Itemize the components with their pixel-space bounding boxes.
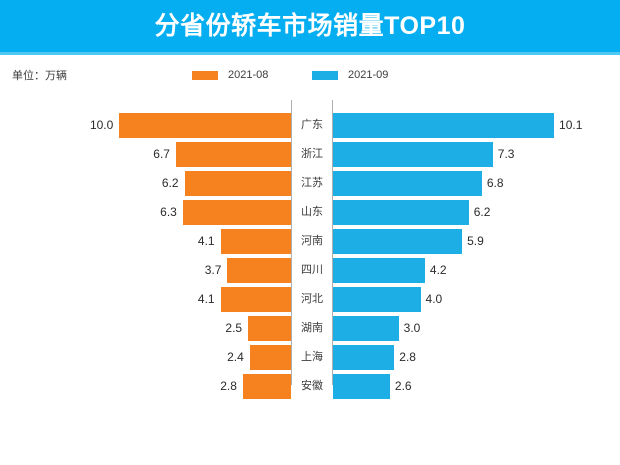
bar-track-right: 5.9 — [333, 229, 620, 254]
bar-track-right: 6.8 — [333, 171, 620, 196]
bar-value-label-2021-09: 10.1 — [559, 118, 583, 132]
bar-2021-09[interactable] — [333, 113, 555, 138]
bar-2021-09[interactable] — [333, 171, 482, 196]
bar-value-label-2021-09: 2.8 — [399, 350, 416, 364]
axis-line-left — [291, 100, 292, 385]
bar-2021-08[interactable] — [242, 374, 291, 399]
category-label: 浙江 — [301, 148, 323, 160]
bar-value-label-2021-08: 10.0 — [89, 118, 114, 132]
bar-2021-09[interactable] — [333, 229, 463, 254]
unit-label: 单位：万辆 — [12, 70, 67, 82]
bar-value-label-2021-08: 4.1 — [197, 292, 215, 306]
chart-row: 10.0 广东 10.1 — [0, 113, 620, 138]
bar-2021-09[interactable] — [333, 345, 395, 370]
legend-item-2021-08[interactable]: 2021-08 — [192, 66, 268, 84]
bar-track-right: 10.1 — [333, 113, 620, 138]
bar-2021-08[interactable] — [248, 316, 291, 341]
bar-track-right: 2.8 — [333, 345, 620, 370]
chart-legend: 2021-08 2021-09 — [180, 66, 480, 86]
bar-2021-08[interactable] — [220, 287, 291, 312]
chart-plot-area: 10.0 广东 10.1 6.7 浙江 7.3 6.2 江苏 6.8 6.3 山东 6.2 4.1 河南 5… — [0, 97, 620, 399]
bar-track-left: 6.2 — [0, 171, 291, 196]
category-label: 上海 — [301, 351, 323, 363]
legend-item-2021-09[interactable]: 2021-09 — [312, 66, 388, 84]
bar-2021-09[interactable] — [333, 287, 421, 312]
bar-track-left: 4.1 — [0, 287, 291, 312]
bar-track-right: 4.2 — [333, 258, 620, 283]
chart-subheader: 单位：万辆 2021-08 2021-09 — [0, 55, 620, 97]
chart-row: 6.2 江苏 6.8 — [0, 171, 620, 196]
legend-swatch-orange — [192, 70, 218, 80]
bar-track-right: 3.0 — [333, 316, 620, 341]
category-label: 广东 — [301, 119, 323, 131]
bar-2021-09[interactable] — [333, 374, 390, 399]
bar-2021-08[interactable] — [220, 229, 291, 254]
category-label: 山东 — [301, 206, 323, 218]
bar-value-label-2021-09: 5.9 — [467, 234, 484, 248]
bar-value-label-2021-09: 7.3 — [497, 147, 515, 161]
chart-row: 4.1 河北 4.0 — [0, 287, 620, 312]
legend-swatch-blue — [312, 70, 338, 80]
chart-row: 2.8 安徽 2.6 — [0, 374, 620, 399]
bar-value-label-2021-08: 6.7 — [153, 147, 170, 161]
bar-value-label-2021-08: 6.3 — [160, 205, 177, 219]
bar-2021-08[interactable] — [175, 142, 291, 167]
legend-label-2021-09: 2021-09 — [348, 69, 389, 81]
bar-track-left: 10.0 — [0, 113, 291, 138]
category-label: 江苏 — [301, 177, 323, 189]
bar-value-label-2021-09: 4.0 — [425, 292, 443, 306]
bar-2021-08[interactable] — [227, 258, 291, 283]
bar-value-label-2021-09: 3.0 — [403, 321, 421, 335]
bar-track-left: 3.7 — [0, 258, 291, 283]
category-label: 湖南 — [301, 322, 323, 334]
bar-value-label-2021-08: 3.7 — [204, 263, 222, 277]
bar-track-left: 6.7 — [0, 142, 291, 167]
bar-2021-08[interactable] — [182, 200, 291, 225]
bar-2021-09[interactable] — [333, 316, 399, 341]
bar-2021-09[interactable] — [333, 142, 493, 167]
bar-value-label-2021-09: 6.8 — [486, 176, 504, 190]
bar-2021-09[interactable] — [333, 258, 425, 283]
chart-row: 2.4 上海 2.8 — [0, 345, 620, 370]
header-banner — [0, 0, 620, 52]
axis-line-right — [332, 100, 333, 385]
bar-track-right: 4.0 — [333, 287, 620, 312]
bar-value-label-2021-08: 2.8 — [220, 379, 237, 393]
bar-track-left: 2.4 — [0, 345, 291, 370]
bar-value-label-2021-09: 4.2 — [429, 263, 447, 277]
header-underline-divider — [0, 52, 620, 55]
chart-row: 2.5 湖南 3.0 — [0, 316, 620, 341]
bar-2021-08[interactable] — [249, 345, 291, 370]
page-title: 分省份轿车市场销量TOP10 — [154, 12, 466, 40]
bar-track-right: 6.2 — [333, 200, 620, 225]
bar-2021-08[interactable] — [119, 113, 291, 138]
category-label: 河北 — [301, 293, 323, 305]
bar-track-left: 6.3 — [0, 200, 291, 225]
bar-track-left: 2.5 — [0, 316, 291, 341]
category-label: 四川 — [301, 264, 323, 276]
bar-value-label-2021-08: 2.5 — [225, 321, 243, 335]
chart-row: 4.1 河南 5.9 — [0, 229, 620, 254]
chart-row: 6.7 浙江 7.3 — [0, 142, 620, 167]
category-label: 河南 — [301, 235, 323, 247]
chart-row: 3.7 四川 4.2 — [0, 258, 620, 283]
bar-track-right: 2.6 — [333, 374, 620, 399]
bar-2021-09[interactable] — [333, 200, 469, 225]
bar-value-label-2021-08: 2.4 — [227, 350, 244, 364]
bar-value-label-2021-09: 6.2 — [473, 205, 491, 219]
category-label: 安徽 — [301, 380, 323, 392]
bar-2021-08[interactable] — [184, 171, 291, 196]
bar-track-right: 7.3 — [333, 142, 620, 167]
bar-value-label-2021-08: 6.2 — [161, 176, 179, 190]
bar-value-label-2021-08: 4.1 — [197, 234, 215, 248]
chart-row: 6.3 山东 6.2 — [0, 200, 620, 225]
bar-value-label-2021-09: 2.6 — [394, 379, 412, 393]
bar-track-left: 2.8 — [0, 374, 291, 399]
bar-track-left: 4.1 — [0, 229, 291, 254]
legend-label-2021-08: 2021-08 — [228, 69, 269, 81]
